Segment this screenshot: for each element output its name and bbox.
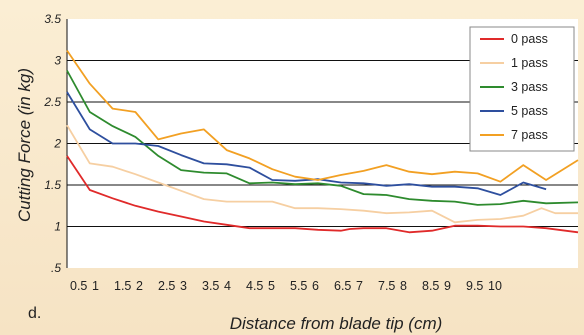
x-tick-label: 4 xyxy=(224,279,231,293)
x-tick-label: 6.5 xyxy=(334,279,351,293)
y-tick-label: 1 xyxy=(54,220,61,234)
y-tick-label: .5 xyxy=(51,261,61,275)
legend-box xyxy=(469,26,575,152)
y-tick-label: 1.5 xyxy=(44,178,61,192)
x-axis-label: Distance from blade tip (cm) xyxy=(230,314,443,333)
series-line xyxy=(66,124,578,224)
series-lines xyxy=(66,49,579,234)
x-tick-label: 5.5 xyxy=(290,279,307,293)
series-line xyxy=(66,49,579,183)
x-tick-label: 10 xyxy=(488,279,502,293)
x-tick-label: 3 xyxy=(180,279,187,293)
x-tick-label: 9 xyxy=(444,279,451,293)
x-tick-label: 8 xyxy=(400,279,407,293)
x-tick-label: 2 xyxy=(136,279,143,293)
legend-entry: 0 pass xyxy=(511,32,548,46)
y-tick-label: 2 xyxy=(53,137,61,151)
y-axis-label: Cutting Force (in kg) xyxy=(15,68,34,222)
x-tick-label: 1.5 xyxy=(114,279,131,293)
x-tick-label: 0.5 xyxy=(70,279,87,293)
y-axis-ticks: 3.532.521.51.5 xyxy=(43,12,61,275)
x-tick-label: 3.5 xyxy=(202,279,219,293)
x-tick-label: 6 xyxy=(312,279,319,293)
legend-entry: 1 pass xyxy=(511,56,548,70)
legend-entry: 7 pass xyxy=(511,128,548,142)
legend-entry: 3 pass xyxy=(511,80,548,94)
x-tick-label: 4.5 xyxy=(246,279,263,293)
x-tick-label: 9.5 xyxy=(466,279,483,293)
x-tick-label: 7.5 xyxy=(378,279,395,293)
legend: 0 pass 1 pass 3 pass 5 pass 7 pass xyxy=(469,26,575,152)
y-tick-label: 3.5 xyxy=(44,12,61,26)
x-tick-label: 2.5 xyxy=(158,279,175,293)
series-line xyxy=(66,70,579,206)
x-tick-label: 7 xyxy=(356,279,363,293)
y-tick-label: 3 xyxy=(54,54,61,68)
x-tick-label: 8.5 xyxy=(422,279,439,293)
legend-entry: 5 pass xyxy=(511,104,548,118)
panel-label: d. xyxy=(28,305,41,322)
x-tick-label: 5 xyxy=(268,279,275,293)
series-line xyxy=(66,91,547,196)
series-line xyxy=(66,155,579,234)
x-axis-ticks: 0.5 1 1.5 2 2.5 3 3.5 4 4.5 5 5.5 6 6.5 7 7.5 8 8.5 9 9.5 1… xyxy=(70,279,502,293)
y-tick-label: 2.5 xyxy=(43,95,61,109)
x-tick-label: 1 xyxy=(92,279,99,293)
